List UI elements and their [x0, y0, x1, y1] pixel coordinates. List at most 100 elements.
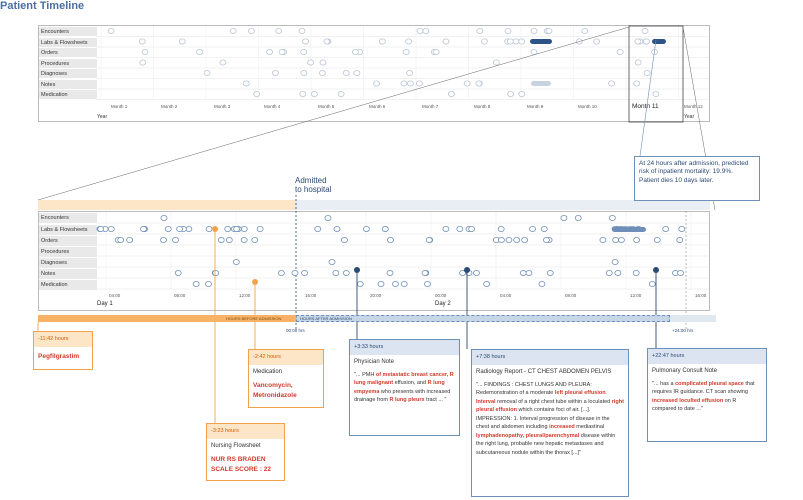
bottom-event-dot — [240, 225, 248, 232]
bottom-event-dot — [333, 225, 341, 232]
bottom-time-9: 12:00 — [630, 293, 642, 298]
top-event-dot — [319, 59, 327, 66]
top-dense-event-bar — [652, 39, 666, 44]
highlighted-phrase: of metastatic breast cancer, R lung mali… — [354, 371, 454, 387]
top-row-label-diagnoses: Diagnoses — [39, 69, 97, 78]
highlighted-phrase: increased loculted effusion — [652, 397, 724, 404]
bottom-event-dot — [519, 269, 527, 276]
top-month-2: Month 2 — [161, 104, 178, 109]
top-event-dot — [318, 70, 326, 77]
bottom-row-label-encounters: Encounters — [39, 213, 97, 223]
physician-text: "... PMH of metastatic breast cancer, R … — [354, 371, 455, 405]
top-event-dot — [253, 91, 261, 98]
top-event-dot — [178, 38, 186, 45]
top-event-dot — [643, 38, 650, 45]
bottom-row-label-medication: Medication — [39, 280, 97, 290]
bottom-event-dot — [483, 280, 491, 287]
top-event-dot — [518, 91, 526, 98]
bottom-event-dot — [538, 280, 546, 287]
top-event-dot — [463, 80, 471, 87]
nursing-body: Nursing Flowsheet NUR RS BRADEN SCALE SC… — [207, 439, 284, 478]
top-event-dot — [272, 70, 279, 77]
bottom-event-dot — [277, 269, 285, 276]
top-event-dot — [300, 70, 308, 77]
bottom-event-dot — [212, 269, 220, 276]
top-event-dot — [302, 38, 309, 45]
bottom-event-dot — [521, 236, 529, 243]
note-text-fragment: that requires IR guidance. CT scan showi… — [652, 380, 755, 396]
top-event-dot — [298, 27, 306, 34]
prediction-box: At 24 hours after admission, predicted r… — [634, 156, 760, 201]
top-event-dot — [634, 59, 642, 66]
bottom-event-dot — [540, 225, 548, 232]
physician-time: +3:33 hours — [350, 340, 459, 355]
bottom-event-dot — [387, 236, 394, 243]
note-text-fragment: which contains foci of air. [...]. IMPRE… — [476, 407, 610, 431]
after-admission-fill — [296, 315, 670, 322]
top-month-6: Month 6 — [369, 104, 386, 109]
top-event-dot — [447, 91, 455, 98]
bottom-event-dot — [232, 258, 240, 265]
highlighted-phrase: R lung pleurx — [389, 397, 425, 404]
note-text-fragment: on R compared to date ..." — [652, 397, 737, 413]
medication-pointer-marker — [252, 279, 258, 285]
top-event-dot — [593, 38, 600, 45]
top-month-11: Month 11 — [632, 103, 659, 110]
top-event-dot — [407, 80, 414, 87]
highlighted-phrase: right pleural effusion — [476, 398, 624, 414]
note-text-fragment: disease within the right lung, probable … — [476, 432, 616, 456]
plus24-hours-label: +24:00 hrs — [672, 328, 694, 333]
highlighted-phrase: lymphadenopathy, pleural/parenchymal — [476, 432, 580, 439]
bottom-event-dot — [160, 214, 168, 221]
bottom-event-dot — [525, 269, 533, 276]
pre-admission-shade — [38, 200, 296, 210]
bottom-time-3: 12:00 — [239, 293, 251, 298]
note-text-fragment: effusion, and — [393, 380, 428, 387]
bottom-dense-event-bar — [612, 227, 646, 232]
top-month-7: Month 7 — [422, 104, 439, 109]
highlighted-phrase: increased — [549, 424, 575, 431]
before-admission-bar — [38, 315, 296, 322]
bottom-row-label-labs: Labs & Flowsheets — [39, 225, 97, 235]
bottom-event-dot — [513, 236, 521, 243]
bottom-event-dot — [291, 269, 299, 276]
top-event-dot — [530, 49, 538, 56]
bottom-event-dot — [468, 225, 476, 232]
top-event-dot — [400, 80, 408, 87]
bottom-event-dot — [400, 280, 408, 287]
bottom-event-dot — [342, 269, 350, 276]
bottom-event-dot — [497, 225, 505, 232]
note-text-fragment: "... has a — [652, 380, 676, 387]
top-month-1: Month 1 — [111, 104, 128, 109]
highlighted-phrase: R lung empyema — [354, 380, 445, 395]
day2-label: Day 2 — [435, 301, 451, 307]
bottom-event-dot — [546, 269, 554, 276]
bottom-event-dot — [97, 225, 105, 232]
bottom-event-dot — [560, 214, 568, 221]
bottom-event-dot — [599, 236, 607, 243]
top-year-label-end: Year — [684, 114, 695, 120]
note-text-fragment: who presents with increased drainage fro… — [354, 388, 451, 404]
top-row-label-notes: Notes — [39, 80, 97, 89]
before-admission-label: HOURS BEFORE ADMISSION — [226, 316, 282, 321]
bottom-event-dot — [251, 236, 259, 243]
note-text-fragment: "... FINDINGS : CHEST LUNGS AND PLEURA: … — [476, 381, 592, 397]
bottom-event-dot — [381, 225, 389, 232]
physician-title: Physician Note — [354, 358, 395, 365]
bottom-event-dot — [377, 280, 385, 287]
top-event-dot — [402, 49, 410, 56]
top-event-dot — [307, 59, 314, 66]
top-event-dot — [422, 27, 430, 34]
top-row-label-labs: Labs & Flowsheets — [39, 38, 97, 47]
after-admission-label: HOURS AFTER ADMISSION — [300, 316, 352, 321]
bottom-event-dot — [421, 269, 429, 276]
bottom-event-dot — [505, 236, 513, 243]
top-event-dot — [378, 38, 386, 45]
bottom-time-8: 08:00 — [565, 293, 577, 298]
top-month-4: Month 4 — [264, 104, 281, 109]
radiology-text: "... FINDINGS : CHEST LUNGS AND PLEURA: … — [476, 381, 624, 458]
medication-callout: -2:42 hours Medication Vancomycin, Metro… — [248, 349, 324, 408]
bottom-event-dot — [392, 280, 399, 287]
top-month-5: Month 5 — [318, 104, 335, 109]
